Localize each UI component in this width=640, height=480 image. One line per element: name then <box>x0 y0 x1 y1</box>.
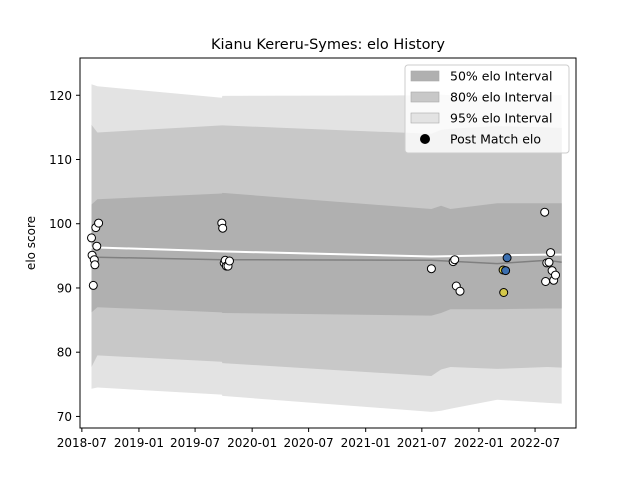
x-axis: 2018-07 2019-01 2019-07 2020-01 2020-07 2021-… <box>57 428 560 450</box>
x-tick-label: 2018-07 <box>57 436 107 450</box>
post-match-point-4 <box>90 260 100 270</box>
post-match-point-6 <box>92 241 102 251</box>
y-tick-label: 90 <box>57 281 72 295</box>
post-match-point-15 <box>426 264 436 274</box>
post-match-point-7 <box>94 218 104 228</box>
legend-label: 50% elo Interval <box>450 69 552 84</box>
y-tick-label: 70 <box>57 410 72 424</box>
post-match-point-22 <box>501 266 511 276</box>
x-tick-label: 2021-01 <box>341 436 391 450</box>
post-match-point-17 <box>450 255 460 265</box>
y-axis-label: elo score <box>24 216 38 270</box>
interval-bands <box>91 84 562 412</box>
y-tick-label: 100 <box>49 217 72 231</box>
y-tick-label: 110 <box>49 153 72 167</box>
post-match-point-28 <box>546 248 556 258</box>
y-axis: 70 80 90 100 110 120 <box>49 89 80 424</box>
post-match-point-23 <box>502 253 512 263</box>
post-match-point-25 <box>541 277 551 286</box>
legend: 50% elo Interval 80% elo Interval 95% elo … <box>404 64 570 154</box>
post-match-point-21 <box>499 288 509 297</box>
x-tick-label: 2019-01 <box>114 436 164 450</box>
x-tick-label: 2022-01 <box>454 436 504 450</box>
plot-frame <box>79 57 577 429</box>
post-match-point-24 <box>540 207 550 217</box>
post-match-point-14 <box>225 256 234 266</box>
post-match-point-9 <box>218 223 228 233</box>
post-match-points <box>87 207 560 297</box>
post-match-point-2 <box>88 280 98 290</box>
x-tick-label: 2019-07 <box>170 436 220 450</box>
post-match-point-31 <box>551 270 560 280</box>
plot-area <box>79 57 577 429</box>
legend-box <box>404 64 570 154</box>
post-match-point-0 <box>87 233 96 243</box>
legend-swatch <box>410 70 440 82</box>
x-tick-label: 2021-07 <box>397 436 447 450</box>
x-tick-label: 2020-07 <box>284 436 334 450</box>
y-tick-label: 80 <box>57 346 72 360</box>
x-tick-label: 2022-07 <box>510 436 560 450</box>
legend-marker <box>420 134 430 144</box>
legend-label: 80% elo Interval <box>450 90 552 105</box>
x-tick-label: 2020-01 <box>227 436 277 450</box>
legend-label: 95% elo Interval <box>450 111 552 126</box>
y-tick-label: 120 <box>49 89 72 103</box>
legend-swatch <box>410 91 440 103</box>
chart-title: Kianu Kereru-Symes: elo History <box>211 37 445 53</box>
post-match-point-27 <box>544 257 554 267</box>
legend-label: Post Match elo <box>450 132 541 147</box>
legend-swatch <box>410 112 440 124</box>
post-match-point-19 <box>455 286 465 296</box>
